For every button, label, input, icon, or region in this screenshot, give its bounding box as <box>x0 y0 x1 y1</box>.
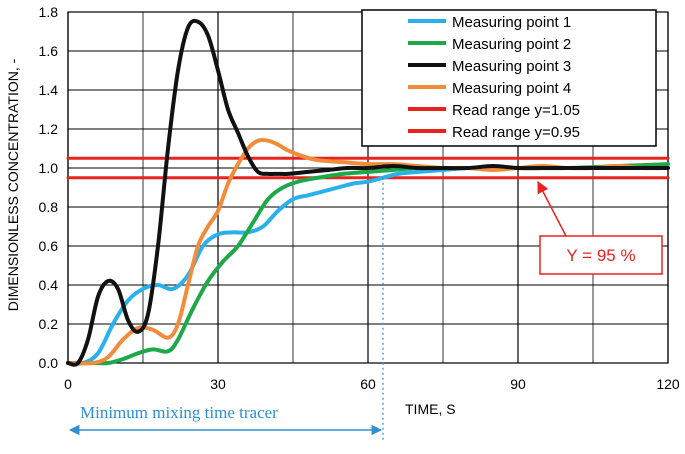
series-line-3 <box>66 18 670 367</box>
x-tick-label: 120 <box>656 376 680 392</box>
y-tick-label: 0.8 <box>39 199 59 215</box>
legend-entry: Measuring point 2 <box>452 36 571 53</box>
callout-box <box>539 235 663 275</box>
x-tick-label: 30 <box>210 376 226 392</box>
callout-label: Y = 95 % <box>566 246 635 265</box>
y-tick-label: 0.0 <box>39 355 59 371</box>
x-tick-label: 90 <box>510 376 526 392</box>
y-axis-label: DIMENSIONLESS CONCENTRATION, - <box>5 58 21 311</box>
legend-box <box>361 9 657 147</box>
legend-entry: Measuring point 4 <box>452 80 571 97</box>
x-tick-labels: 0 30 60 90 120 <box>64 376 680 392</box>
y-tick-labels: 0.0 0.2 0.4 0.6 0.8 1.0 1.2 1.4 1.6 1.8 <box>39 4 59 371</box>
y-tick-label: 0.2 <box>39 316 59 332</box>
x-axis-label: TIME, S <box>405 401 456 417</box>
y-tick-label: 0.4 <box>39 277 59 293</box>
y-tick-label: 0.6 <box>39 238 59 254</box>
y-tick-label: 1.2 <box>39 121 59 137</box>
y-tick-label: 1.8 <box>39 4 59 20</box>
callout-arrow <box>537 180 567 237</box>
legend-entry: Measuring point 3 <box>452 58 571 75</box>
legend-entry: Read range y=0.95 <box>452 124 580 141</box>
series-lines <box>66 18 670 367</box>
y-tick-label: 1.4 <box>39 82 59 98</box>
x-tick-label: 0 <box>64 376 72 392</box>
legend-entry: Read range y=1.05 <box>452 102 580 119</box>
legend: Measuring point 1 Measuring point 2 Measur… <box>361 9 657 147</box>
mixing-time-label: Minimum mixing time tracer <box>80 403 278 422</box>
x-tick-label: 60 <box>360 376 376 392</box>
y-tick-label: 1.6 <box>39 43 59 59</box>
annotations: Y = 95 % Minimum mixing time tracer <box>68 177 663 440</box>
legend-entry: Measuring point 1 <box>452 14 571 31</box>
y-tick-label: 1.0 <box>39 160 59 176</box>
